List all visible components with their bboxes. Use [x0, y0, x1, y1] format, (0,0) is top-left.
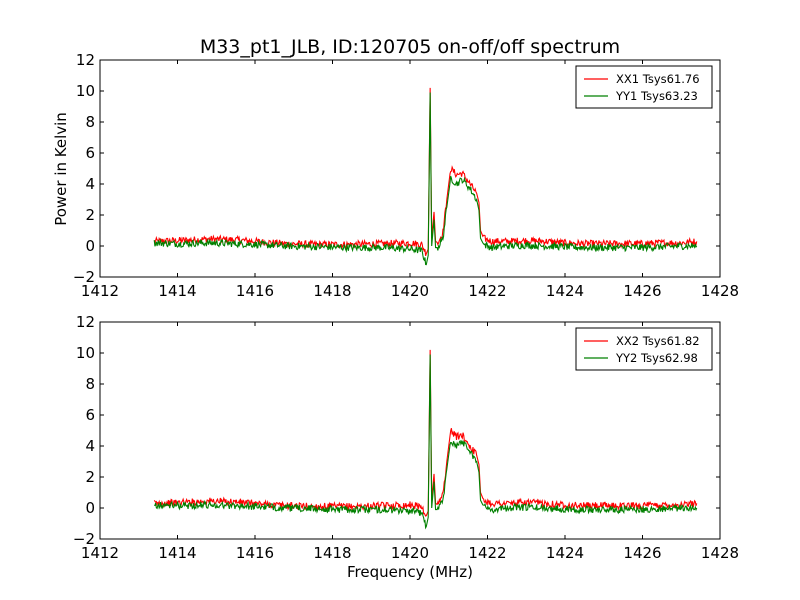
y-tick-label: 8 [85, 375, 95, 393]
x-tick-label: 1412 [81, 544, 119, 562]
x-tick-label: 1416 [236, 544, 274, 562]
y-tick-label: 12 [76, 51, 95, 69]
legend-box [575, 327, 713, 371]
y-tick-label: 12 [76, 313, 95, 331]
x-tick-label: 1428 [701, 544, 739, 562]
legend: XX2 Tsys61.82 YY2 Tsys62.98 [575, 327, 713, 371]
y-tick-label: 0 [85, 237, 95, 255]
x-tick-label: 1418 [313, 544, 351, 562]
x-tick-label: 1418 [313, 282, 351, 300]
x-tick-label: 1412 [81, 282, 119, 300]
y-tick-label: −2 [73, 530, 95, 548]
y-tick-label: 10 [76, 344, 95, 362]
y-tick-label: 4 [85, 175, 95, 193]
x-tick-label: 1426 [623, 282, 661, 300]
y-tick-label: 6 [85, 144, 95, 162]
series-line-1 [153, 87, 698, 256]
bottom-panel: 1412 1414 1416 1418 1420 1422 1424 1426 1428 −2 0 2… [73, 313, 739, 562]
legend: XX1 Tsys61.76 YY1 Tsys63.23 [575, 65, 713, 109]
legend-box [575, 65, 713, 109]
x-tick-label: 1416 [236, 282, 274, 300]
y-tick-label: 0 [85, 499, 95, 517]
figure-title: M33_pt1_JLB, ID:120705 on-off/off spectr… [200, 36, 620, 58]
y-tick-label: 10 [76, 82, 95, 100]
x-tick-label: 1424 [546, 544, 584, 562]
x-axis-label: Frequency (MHz) [347, 563, 473, 581]
y-axis-label: Power in Kelvin [52, 112, 70, 226]
x-tick-label: 1422 [468, 544, 506, 562]
y-tick-label: 4 [85, 437, 95, 455]
y-tick-label: 6 [85, 406, 95, 424]
y-tick-label: 2 [85, 206, 95, 224]
x-tick-label: 1428 [701, 282, 739, 300]
x-tick-label: 1420 [391, 544, 429, 562]
legend-label: YY2 Tsys62.98 [615, 351, 698, 365]
x-tick-label: 1420 [391, 282, 429, 300]
legend-label: XX1 Tsys61.76 [616, 72, 700, 86]
x-tick-label: 1426 [623, 544, 661, 562]
legend-label: XX2 Tsys61.82 [616, 334, 700, 348]
top-panel: 1412 1414 1416 1418 1420 1422 1424 1426 1428 −2 0 2… [73, 51, 739, 300]
y-tick-label: 2 [85, 468, 95, 486]
series-line-2 [153, 92, 698, 266]
y-tick-label: 8 [85, 113, 95, 131]
y-tick-label: −2 [73, 268, 95, 286]
series-line-1 [153, 349, 698, 517]
x-tick-label: 1414 [158, 544, 196, 562]
x-tick-label: 1414 [158, 282, 196, 300]
legend-label: YY1 Tsys63.23 [615, 89, 698, 103]
x-tick-label: 1422 [468, 282, 506, 300]
series-line-2 [154, 354, 698, 530]
x-tick-label: 1424 [546, 282, 584, 300]
